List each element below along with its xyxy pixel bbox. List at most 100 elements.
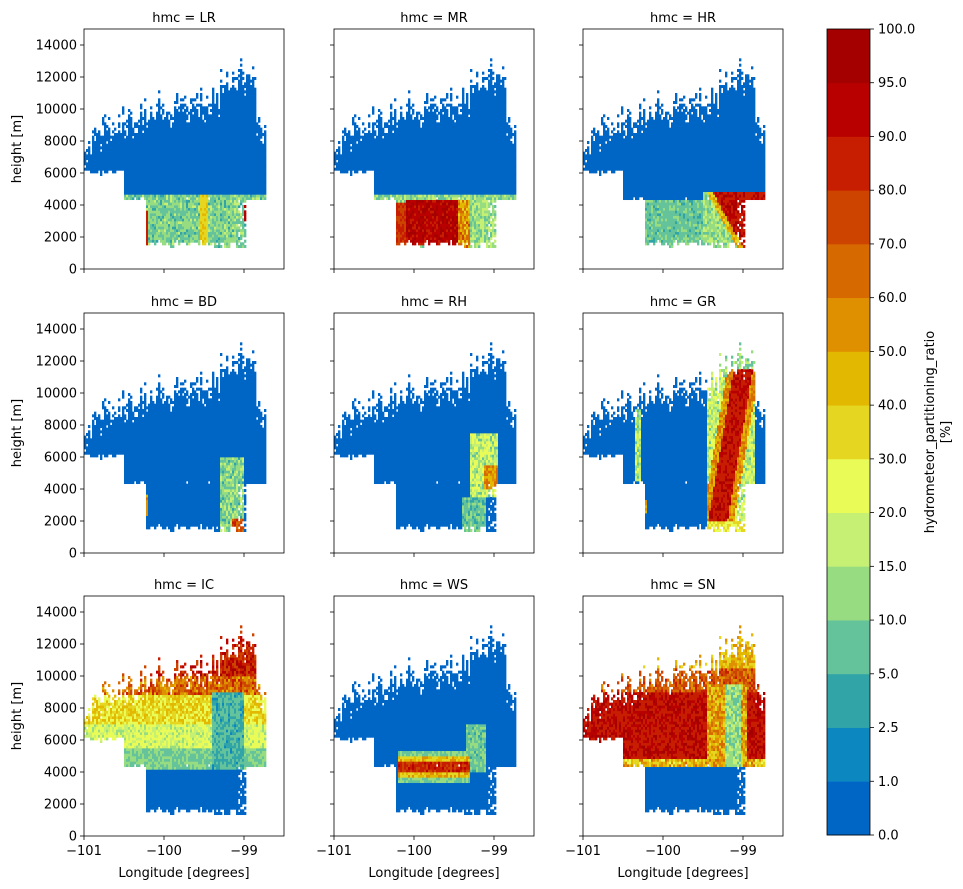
heatmap-cell bbox=[396, 170, 399, 174]
heatmap-cell bbox=[206, 237, 209, 241]
heatmap-cell bbox=[408, 223, 411, 227]
heatmap-cell bbox=[380, 127, 383, 131]
heatmap-cell bbox=[154, 229, 157, 233]
heatmap-cell bbox=[390, 170, 393, 174]
heatmap-cell bbox=[230, 197, 233, 201]
heatmap-cell bbox=[94, 151, 97, 155]
heatmap-cell bbox=[106, 146, 109, 150]
heatmap-cell bbox=[206, 221, 209, 225]
heatmap-cell bbox=[402, 151, 405, 155]
heatmap-cell bbox=[242, 245, 245, 249]
heatmap-cell bbox=[190, 143, 193, 147]
heatmap-cell bbox=[176, 173, 179, 177]
heatmap-cell bbox=[244, 122, 247, 126]
heatmap-cell bbox=[410, 213, 413, 217]
heatmap-cell bbox=[182, 133, 185, 137]
heatmap-cell bbox=[344, 133, 347, 137]
heatmap-cell bbox=[122, 130, 125, 134]
heatmap-cell bbox=[182, 175, 185, 179]
heatmap-cell bbox=[146, 234, 149, 238]
heatmap-cell bbox=[222, 215, 225, 219]
heatmap-cell bbox=[210, 159, 213, 163]
heatmap-cell bbox=[214, 130, 217, 134]
heatmap-cell bbox=[230, 234, 233, 238]
heatmap-cell bbox=[246, 125, 249, 129]
heatmap-cell bbox=[398, 167, 401, 171]
heatmap-cell bbox=[168, 226, 171, 230]
heatmap-cell bbox=[246, 90, 249, 94]
heatmap-cell bbox=[152, 199, 155, 203]
heatmap-cell bbox=[248, 82, 251, 86]
heatmap-cell bbox=[226, 183, 229, 187]
heatmap-cell bbox=[170, 239, 173, 243]
heatmap-cell bbox=[168, 221, 171, 225]
heatmap-cell bbox=[134, 133, 137, 137]
heatmap-cell bbox=[118, 122, 121, 126]
heatmap-cell bbox=[220, 159, 223, 163]
heatmap-cell bbox=[190, 170, 193, 174]
heatmap-cell bbox=[202, 162, 205, 166]
heatmap-cell bbox=[416, 117, 419, 121]
heatmap-cell bbox=[200, 231, 203, 235]
heatmap-cell bbox=[194, 199, 197, 203]
heatmap-cell bbox=[388, 149, 391, 153]
heatmap-cell bbox=[400, 213, 403, 217]
heatmap-cell bbox=[222, 213, 225, 217]
heatmap-cell bbox=[110, 159, 113, 163]
heatmap-cell bbox=[212, 149, 215, 153]
heatmap-cell bbox=[196, 111, 199, 115]
heatmap-cell bbox=[236, 234, 239, 238]
heatmap-cell bbox=[224, 162, 227, 166]
heatmap-cell bbox=[136, 149, 139, 153]
heatmap-cell bbox=[424, 141, 427, 145]
heatmap-cell bbox=[196, 117, 199, 121]
heatmap-cell bbox=[168, 159, 171, 163]
heatmap-cell bbox=[122, 111, 125, 115]
heatmap-cell bbox=[242, 130, 245, 134]
heatmap-cell bbox=[170, 178, 173, 182]
heatmap-cell bbox=[166, 135, 169, 139]
heatmap-cell bbox=[410, 194, 413, 198]
heatmap-cell bbox=[218, 197, 221, 201]
heatmap-cell bbox=[160, 157, 163, 161]
heatmap-cell bbox=[160, 199, 163, 203]
heatmap-cell bbox=[202, 202, 205, 206]
heatmap-cell bbox=[102, 141, 105, 145]
heatmap-cell bbox=[106, 170, 109, 174]
heatmap-cell bbox=[180, 191, 183, 195]
heatmap-cell bbox=[404, 135, 407, 139]
heatmap-cell bbox=[256, 197, 259, 201]
heatmap-cell bbox=[390, 167, 393, 171]
heatmap-cell bbox=[196, 183, 199, 187]
heatmap-cell bbox=[246, 178, 249, 182]
heatmap-cell bbox=[216, 234, 219, 238]
heatmap-cell bbox=[218, 223, 221, 227]
heatmap-cell bbox=[384, 149, 387, 153]
heatmap-cell bbox=[124, 165, 127, 169]
heatmap-cell bbox=[208, 151, 211, 155]
heatmap-cell bbox=[422, 242, 425, 246]
heatmap-cell bbox=[186, 138, 189, 142]
heatmap-cell bbox=[246, 130, 249, 134]
heatmap-cell bbox=[224, 111, 227, 115]
heatmap-cell bbox=[116, 167, 119, 171]
heatmap-cell bbox=[344, 149, 347, 153]
heatmap-cell bbox=[214, 127, 217, 131]
heatmap-cell bbox=[392, 186, 395, 190]
heatmap-cell bbox=[218, 146, 221, 150]
heatmap-cell bbox=[172, 194, 175, 198]
heatmap-cell bbox=[242, 133, 245, 137]
heatmap-cell bbox=[258, 135, 261, 139]
heatmap-cell bbox=[144, 194, 147, 198]
heatmap-cell bbox=[224, 90, 227, 94]
heatmap-cell bbox=[376, 189, 379, 193]
heatmap-cell bbox=[420, 221, 423, 225]
heatmap-cell bbox=[240, 135, 243, 139]
heatmap-cell bbox=[178, 199, 181, 203]
heatmap-cell bbox=[380, 165, 383, 169]
heatmap-cell bbox=[248, 133, 251, 137]
heatmap-cell bbox=[152, 141, 155, 145]
heatmap-cell bbox=[180, 234, 183, 238]
heatmap-cell bbox=[412, 199, 415, 203]
heatmap-cell bbox=[224, 87, 227, 91]
